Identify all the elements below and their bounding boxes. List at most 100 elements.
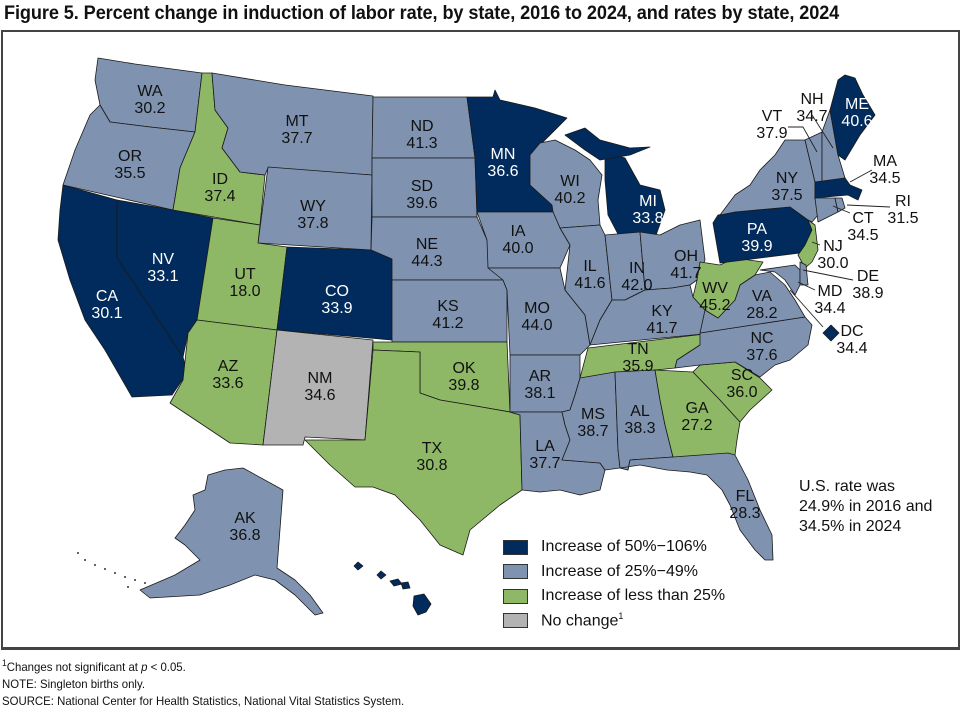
- source-text: SOURCE: National Center for Health Stati…: [2, 694, 405, 708]
- state-shape[interactable]: [814, 177, 863, 201]
- state-abbr-label: DC: [840, 323, 863, 340]
- state-shape[interactable]: [799, 261, 809, 286]
- state-shape[interactable]: [829, 74, 876, 161]
- state-abbr-label: DE: [857, 268, 879, 285]
- state-rate-label: 41.2: [432, 315, 463, 332]
- legend-item-increase-25-49: Increase of 25%−49%: [503, 560, 725, 585]
- state-shape[interactable]: [353, 561, 364, 571]
- state-tx[interactable]: [304, 349, 523, 556]
- legend-swatch: [503, 539, 528, 555]
- state-rate-label: 42.0: [621, 277, 652, 294]
- footnote-marker: 1: [2, 658, 7, 668]
- state-rate-label: 33.8: [632, 210, 663, 227]
- state-shape[interactable]: [604, 151, 666, 239]
- state-shape[interactable]: [376, 570, 387, 580]
- state-abbr-label: NM: [308, 370, 333, 387]
- island-dot: [77, 552, 79, 554]
- state-rate-label: 37.4: [204, 188, 235, 205]
- state-abbr-label: PA: [747, 221, 767, 238]
- island-dot: [124, 576, 126, 578]
- state-abbr-label: MN: [491, 146, 516, 163]
- state-rate-label: 36.0: [726, 384, 757, 401]
- state-abbr-label: OR: [118, 148, 142, 165]
- state-rate-label: 28.3: [729, 505, 760, 522]
- state-shape[interactable]: [619, 452, 774, 561]
- state-mo[interactable]: [487, 267, 591, 356]
- state-rate-label: 41.7: [670, 265, 701, 282]
- leader-line-ma: [849, 169, 873, 183]
- state-abbr-label: KS: [437, 298, 458, 315]
- state-abbr-label: WI: [560, 173, 580, 190]
- state-abbr-label: FL: [736, 488, 755, 505]
- state-abbr-label: MI: [639, 193, 657, 210]
- state-abbr-label: ME: [845, 96, 869, 113]
- state-shape[interactable]: [821, 109, 846, 183]
- state-abbr-label: WV: [702, 280, 728, 297]
- legend-item-increase-50-106: Increase of 50%−106%: [503, 535, 725, 560]
- state-abbr-label: NJ: [823, 238, 843, 255]
- state-fl[interactable]: [619, 452, 774, 561]
- state-shape[interactable]: [412, 593, 432, 616]
- state-ct[interactable]: [814, 197, 839, 223]
- legend-label: Increase of 25%−49%: [541, 562, 698, 580]
- footnote-text: Changes not significant at: [6, 660, 142, 674]
- state-shape[interactable]: [487, 267, 591, 356]
- state-rate-label: 38.9: [852, 285, 883, 302]
- state-shape[interactable]: [211, 72, 374, 176]
- state-rate-label: 33.1: [147, 268, 178, 285]
- state-shape[interactable]: [262, 329, 374, 446]
- state-shape[interactable]: [391, 279, 508, 343]
- state-shape[interactable]: [139, 467, 324, 616]
- state-shape[interactable]: [400, 581, 411, 590]
- state-rate-label: 33.9: [321, 300, 352, 317]
- state-abbr-label: VA: [752, 288, 772, 305]
- leader-line-nh: [811, 114, 834, 149]
- state-hi[interactable]: [353, 561, 432, 616]
- state-shape[interactable]: [759, 264, 801, 296]
- island-dot: [144, 582, 146, 584]
- state-shape[interactable]: [476, 211, 571, 269]
- state-rate-label: 30.2: [134, 100, 165, 117]
- us-rate-note: U.S. rate was 24.9% in 2016 and 34.5% in…: [799, 477, 932, 537]
- state-dc[interactable]: [822, 324, 840, 342]
- state-nm[interactable]: [262, 329, 374, 446]
- state-shape[interactable]: [814, 197, 839, 223]
- state-mi[interactable]: [564, 127, 666, 239]
- state-md[interactable]: [759, 264, 801, 296]
- state-de[interactable]: [799, 261, 809, 286]
- island-dot: [84, 559, 86, 561]
- state-mt[interactable]: [211, 72, 374, 176]
- map-frame: [1, 30, 960, 650]
- state-rate-label: 30.7: [372, 608, 403, 625]
- leader-line-ri: [846, 204, 891, 208]
- state-abbr-label: OK: [452, 360, 475, 377]
- island-dot: [114, 572, 116, 574]
- state-ks[interactable]: [391, 279, 508, 343]
- state-ak[interactable]: [139, 467, 324, 616]
- state-abbr-label: ND: [410, 118, 433, 135]
- state-shape[interactable]: [389, 578, 403, 587]
- state-me[interactable]: [829, 74, 876, 161]
- figure-title: Figure 5. Percent change in induction of…: [4, 2, 840, 24]
- state-ia[interactable]: [476, 211, 571, 269]
- footnote-marker: 1: [618, 611, 624, 622]
- state-rate-label: 35.5: [114, 165, 145, 182]
- state-rate-label: 37.7: [281, 130, 312, 147]
- state-rate-label: 37.8: [297, 215, 328, 232]
- state-shape[interactable]: [564, 127, 651, 161]
- state-abbr-label: MS: [581, 406, 605, 423]
- state-abbr-label: MA: [873, 153, 897, 170]
- state-rate-label: 41.7: [646, 320, 677, 337]
- state-ma[interactable]: [814, 177, 863, 201]
- state-shape[interactable]: [674, 316, 813, 378]
- state-nc[interactable]: [674, 316, 813, 378]
- state-abbr-label: WY: [300, 198, 326, 215]
- state-abbr-label: AL: [630, 403, 650, 420]
- legend-label: Increase of 50%−106%: [541, 538, 707, 556]
- state-shape[interactable]: [822, 324, 840, 342]
- us-rate-line: 34.5% in 2024: [799, 518, 902, 535]
- state-shape[interactable]: [304, 349, 523, 556]
- state-rate-label: 38.1: [524, 385, 555, 402]
- state-nh[interactable]: [821, 109, 846, 183]
